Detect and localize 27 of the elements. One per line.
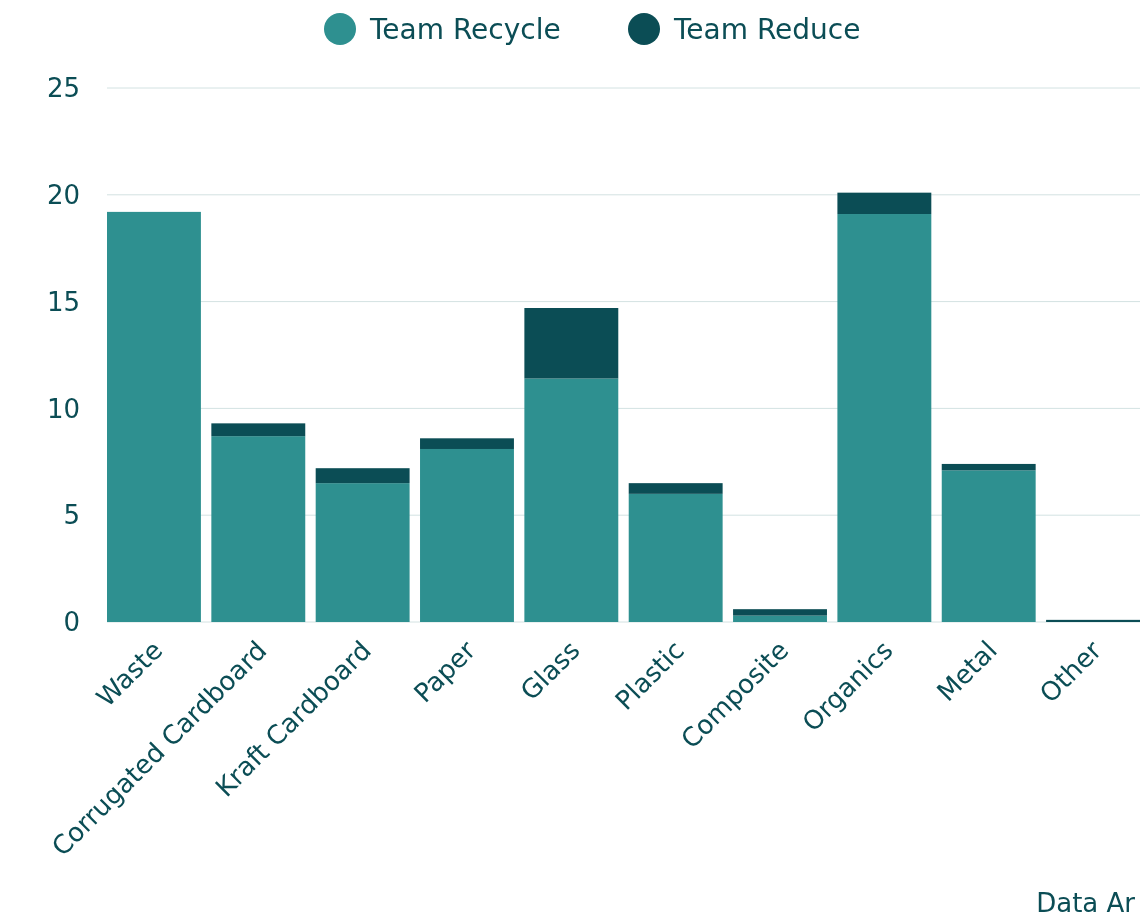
- bar: [524, 308, 619, 379]
- legend-label: Team Recycle: [369, 12, 561, 46]
- y-tick-label: 20: [46, 179, 80, 210]
- bar: [941, 463, 1036, 471]
- text: Data Ar: [1036, 888, 1136, 918]
- bar: [941, 470, 1036, 622]
- bar: [107, 211, 201, 622]
- bar: [837, 192, 932, 215]
- bar: [211, 423, 306, 437]
- y-tick-label: 10: [46, 393, 80, 424]
- bar: [315, 483, 410, 622]
- y-tick-label: 0: [63, 607, 80, 638]
- y-tick-label: 5: [63, 500, 80, 531]
- y-tick-label: 25: [46, 73, 80, 104]
- bar: [420, 448, 514, 622]
- bar: [524, 378, 619, 622]
- bar: [733, 615, 827, 622]
- bar: [211, 436, 306, 622]
- bar: [1046, 619, 1140, 622]
- legend-label: Team Reduce: [673, 12, 861, 46]
- bar: [837, 214, 932, 622]
- y-tick-label: 15: [46, 286, 80, 317]
- bar: [420, 438, 514, 449]
- bar: [315, 468, 410, 484]
- bar: [733, 609, 827, 616]
- bar: [628, 483, 723, 494]
- bar: [628, 493, 723, 622]
